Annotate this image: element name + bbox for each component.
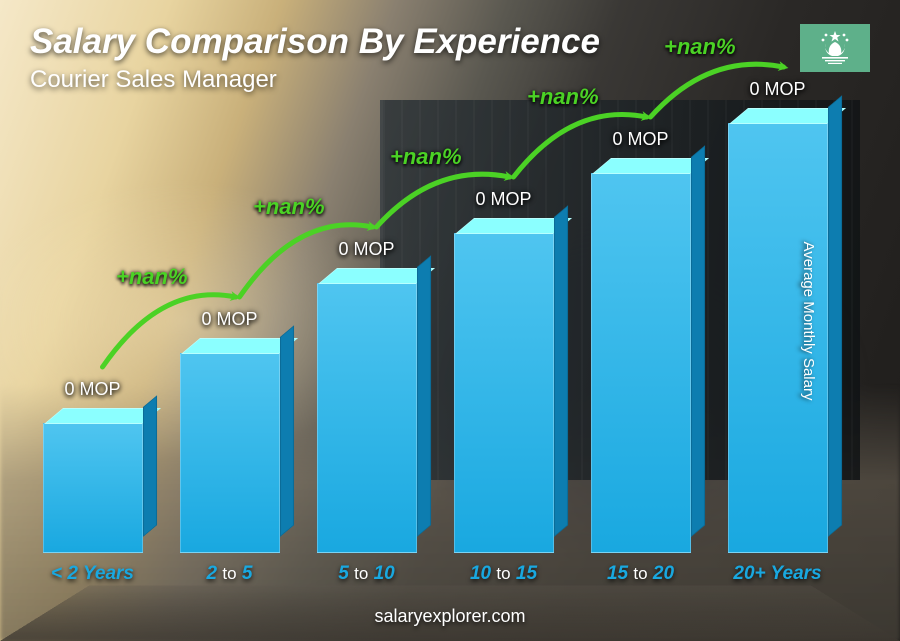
x-axis-label: 10 to 15 [470, 563, 537, 585]
flag-emblem-icon [814, 29, 856, 67]
bar-chart: 0 MOP< 2 Years0 MOP2 to 50 MOP5 to 100 M… [30, 105, 840, 585]
flag-macau [800, 24, 870, 72]
footer-attribution: salaryexplorer.com [0, 606, 900, 627]
bar-value-label: 0 MOP [434, 189, 574, 210]
bar: 0 MOP [454, 233, 554, 553]
bar-value-label: 0 MOP [571, 129, 711, 150]
increase-label: +nan% [116, 264, 188, 290]
bar-group: 0 MOP < 2 Years [30, 423, 155, 585]
bar: 0 MOP [317, 283, 417, 553]
increase-label: +nan% [390, 144, 462, 170]
x-axis-label: 2 to 5 [207, 563, 253, 585]
bar: 0 MOP [180, 353, 280, 553]
y-axis-label: Average Monthly Salary [800, 241, 817, 400]
x-axis-label: 20+ Years [733, 563, 821, 585]
increase-label: +nan% [253, 194, 325, 220]
bar-value-label: 0 MOP [160, 309, 300, 330]
bar-value-label: 0 MOP [708, 79, 848, 100]
bar-group: 0 MOP 10 to 15 [441, 233, 566, 585]
x-axis-label: 15 to 20 [607, 563, 674, 585]
bar-value-label: 0 MOP [297, 239, 437, 260]
x-axis-label: < 2 Years [51, 563, 134, 585]
bar-value-label: 0 MOP [23, 379, 163, 400]
bar: 0 MOP [591, 173, 691, 553]
x-axis-label: 5 to 10 [338, 563, 394, 585]
bar-group: 0 MOP 2 to 5 [167, 353, 292, 585]
bar-group: 0 MOP 5 to 10 [304, 283, 429, 585]
bar: 0 MOP [43, 423, 143, 553]
bar-group: 0 MOP 15 to 20 [578, 173, 703, 585]
chart-title: Salary Comparison By Experience [30, 22, 870, 62]
increase-label: +nan% [664, 34, 736, 60]
increase-label: +nan% [527, 84, 599, 110]
bar-group: 0 MOP20+ Years [715, 123, 840, 585]
